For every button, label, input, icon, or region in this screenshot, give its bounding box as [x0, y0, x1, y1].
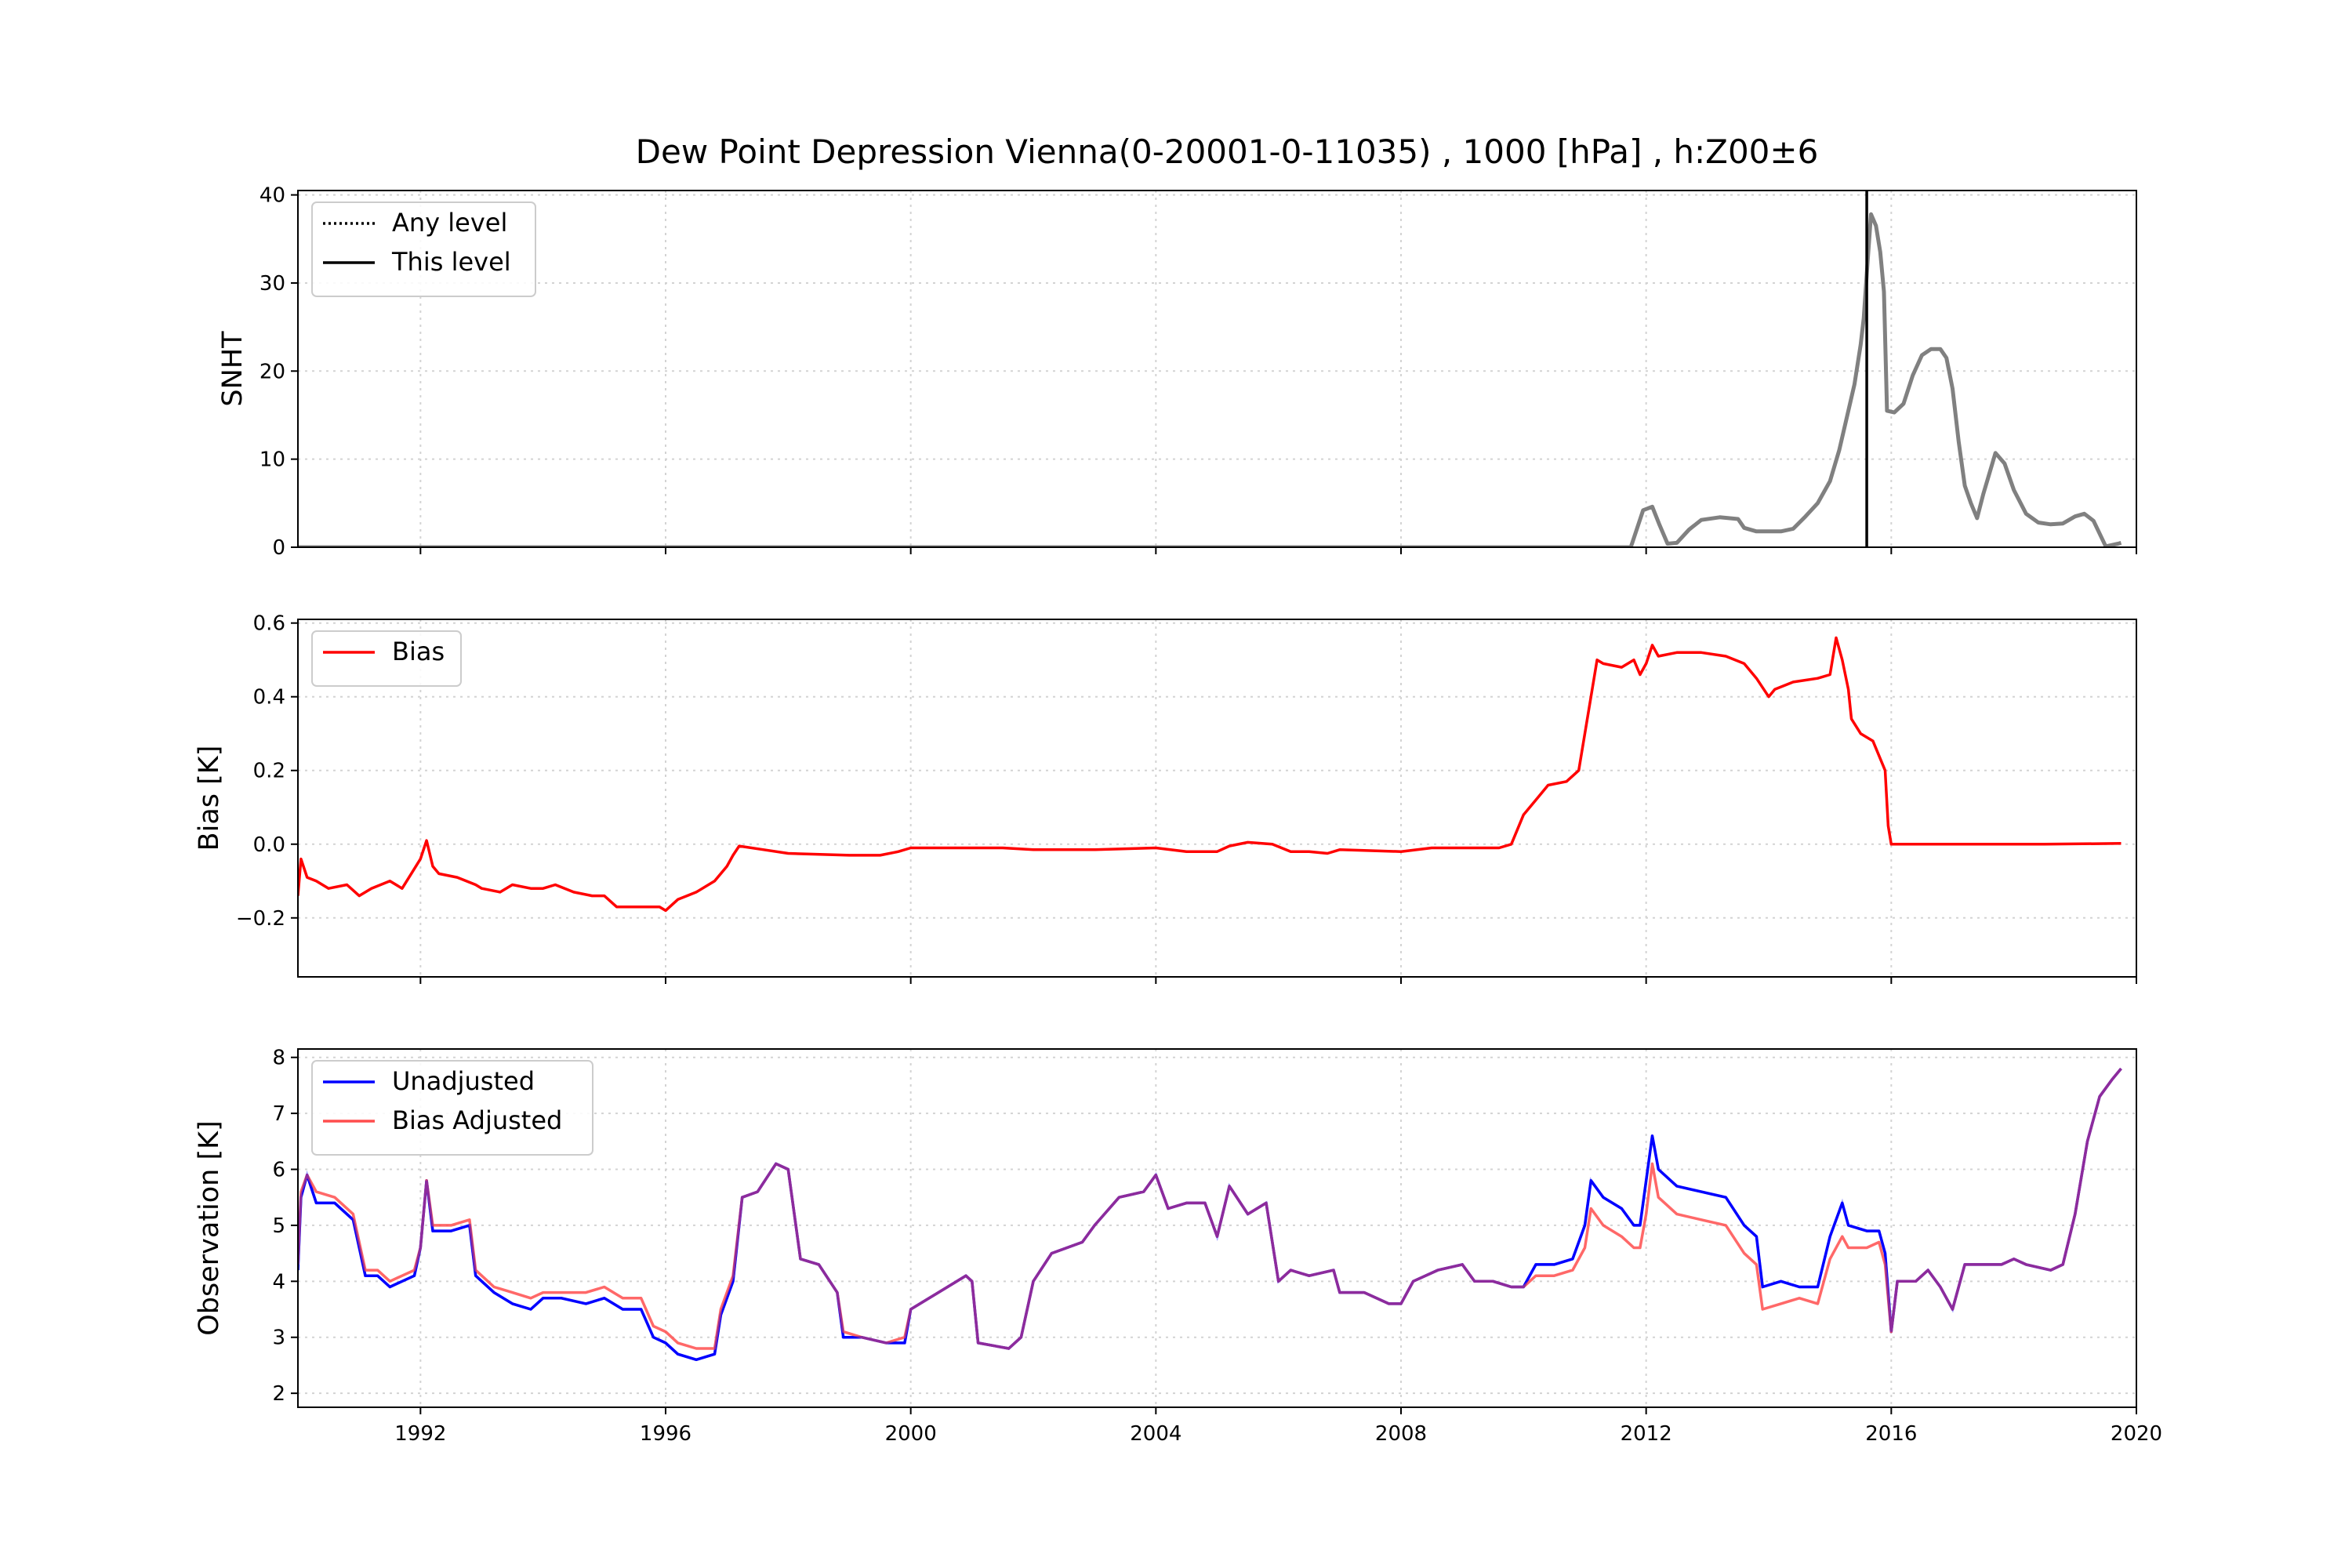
snht-axes-frame: [297, 190, 2137, 548]
snht-panel: 0 10 20 30 40 SNHT Any level This level: [217, 184, 2137, 560]
x-tick-label-2004: 2004: [1130, 1422, 1181, 1446]
bias-y-tick-label-0.4: 0.4: [253, 686, 285, 710]
x-tick-label-2012: 2012: [1621, 1422, 1672, 1446]
observation-y-tick-label-7: 7: [272, 1102, 285, 1126]
snht-legend-label-0: Any level: [392, 208, 507, 238]
bias-legend-box: [311, 630, 462, 687]
snht-y-tick-label-40: 40: [260, 184, 285, 208]
bias-axes-frame: [297, 619, 2137, 978]
x-tick-label-2020: 2020: [2111, 1422, 2162, 1446]
x-tick-label-2000: 2000: [885, 1422, 937, 1446]
observation-y-tick-label-6: 6: [272, 1159, 285, 1182]
bias-y-tick-label-0.2: 0.2: [253, 760, 285, 783]
snht-y-axis-label: SNHT: [217, 331, 249, 407]
bias-panel: −0.2 0.0 0.2 0.4 0.6 Bias [K] Bias: [194, 612, 2137, 984]
bias-y-axis-label: Bias [K]: [194, 746, 225, 851]
observation-legend-label-0: Unadjusted: [392, 1066, 535, 1096]
observation-y-axis-label: Observation [K]: [194, 1120, 225, 1336]
snht-series-group: [298, 212, 2122, 547]
bias-y-tick-label-0.6: 0.6: [253, 612, 285, 636]
observation-series-group: [298, 1067, 2122, 1362]
observation-y-tick-label-3: 3: [272, 1327, 285, 1350]
observation-y-tick-label-8: 8: [272, 1047, 285, 1070]
snht-y-tick-label-30: 30: [260, 272, 285, 296]
snht-y-tick-label-20: 20: [260, 360, 285, 383]
observation-axes-frame: [297, 1048, 2137, 1408]
bias-legend-label-0: Bias: [392, 637, 445, 666]
x-tick-label-1992: 1992: [394, 1422, 446, 1446]
snht-y-tick-label-0: 0: [272, 536, 285, 560]
snht-legend-label-1: This level: [391, 247, 511, 277]
snht-y-tick-label-10: 10: [260, 448, 285, 472]
bias-y-tick-label-−0.2: −0.2: [236, 907, 285, 931]
snht-legend-box: [311, 201, 536, 297]
observation-y-tick-label-5: 5: [272, 1214, 285, 1238]
x-tick-label-1996: 1996: [640, 1422, 691, 1446]
observation-y-tick-label-4: 4: [272, 1270, 285, 1294]
x-tick-label-2016: 2016: [1865, 1422, 1917, 1446]
observation-legend-box: [311, 1060, 593, 1156]
bias-series-line-0: [298, 636, 2122, 913]
bias-y-tick-label-0.0: 0.0: [253, 833, 285, 857]
bias-series-group: [298, 636, 2122, 913]
snht-series-line-0: [298, 212, 2122, 547]
observation-legend-label-1: Bias Adjusted: [392, 1105, 562, 1135]
observation-y-tick-label-2: 2: [272, 1382, 285, 1406]
chart-title: Dew Point Depression Vienna(0-20001-0-11…: [636, 132, 1819, 171]
observation-overlap-line: [298, 1067, 2122, 1362]
observation-panel: 1992 1996 2000 2004 2008 2012 2016 2020 2 3 4 5 6 7 8 O…: [194, 1047, 2162, 1446]
observation-series-line-1: [298, 1067, 2122, 1350]
x-tick-label-2008: 2008: [1375, 1422, 1427, 1446]
